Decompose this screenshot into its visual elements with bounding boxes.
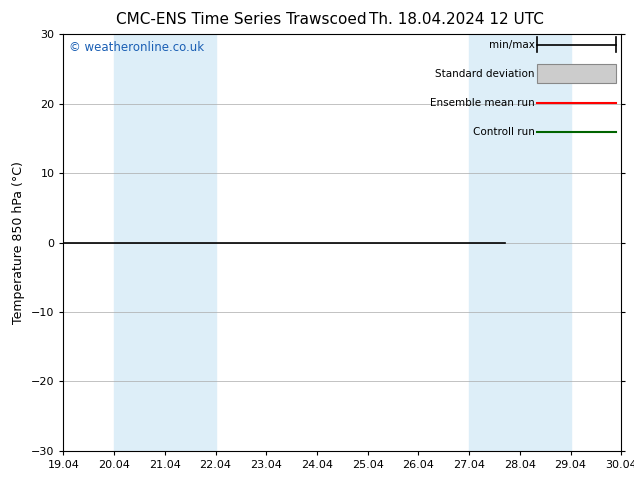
Bar <box>165 34 216 451</box>
Text: Th. 18.04.2024 12 UTC: Th. 18.04.2024 12 UTC <box>369 12 544 27</box>
Text: Ensemble mean run: Ensemble mean run <box>430 98 535 108</box>
Bar <box>114 34 165 451</box>
Bar <box>469 34 520 451</box>
Text: CMC-ENS Time Series Trawscoed: CMC-ENS Time Series Trawscoed <box>115 12 366 27</box>
Text: min/max: min/max <box>489 40 535 49</box>
Bar <box>520 34 571 451</box>
Text: Standard deviation: Standard deviation <box>436 69 535 79</box>
Bar <box>536 65 616 83</box>
Text: Controll run: Controll run <box>473 127 535 137</box>
Text: © weatheronline.co.uk: © weatheronline.co.uk <box>69 41 204 53</box>
Y-axis label: Temperature 850 hPa (°C): Temperature 850 hPa (°C) <box>12 161 25 324</box>
